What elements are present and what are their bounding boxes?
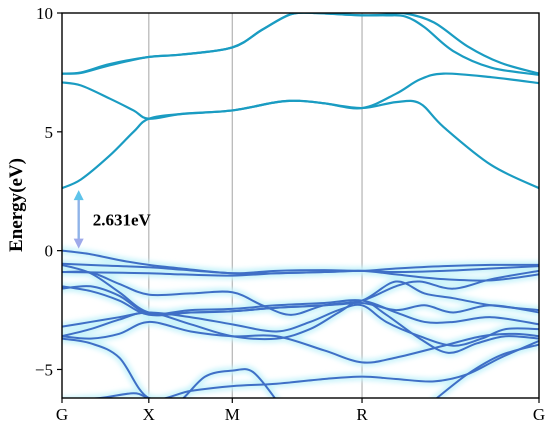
- x-tick-label-4: G: [533, 405, 545, 424]
- y-axis-ticks: 10 5 0 −5: [35, 4, 62, 379]
- band-lines: [62, 13, 539, 398]
- gap-value-label: 2.631eV: [93, 210, 152, 229]
- x-tick-label-2: M: [225, 405, 240, 424]
- valence-band-12: [435, 343, 539, 398]
- x-tick-label-0: G: [56, 405, 68, 424]
- y-tick-label-2: 0: [45, 242, 54, 261]
- valence-band-0: [62, 249, 539, 275]
- y-tick-label-1: 5: [45, 123, 54, 142]
- conduction-band-0: [62, 99, 539, 190]
- y-tick-label-3: −5: [35, 360, 53, 379]
- gap-arrow-head-top: [73, 190, 84, 201]
- band-gap-annotation: 2.631eV: [73, 190, 152, 249]
- conduction-band-2: [62, 13, 539, 75]
- x-tick-label-3: R: [356, 405, 368, 424]
- conduction-band-1: [62, 72, 539, 120]
- conduction-band-3: [62, 13, 539, 76]
- gap-arrow-head-bottom: [73, 238, 84, 249]
- valence-band-11: [87, 368, 277, 398]
- x-tick-label-1: X: [143, 405, 155, 424]
- valence-band-5: [62, 285, 539, 317]
- y-tick-label-0: 10: [36, 4, 53, 23]
- y-axis-label: Energy(eV): [6, 158, 27, 252]
- valence-band-3: [62, 269, 539, 316]
- plot-frame: [61, 12, 540, 399]
- valence-band-9: [62, 320, 539, 364]
- valence-band-8: [62, 299, 539, 354]
- valence-band-6: [62, 285, 539, 326]
- valence-band-2: [62, 269, 539, 282]
